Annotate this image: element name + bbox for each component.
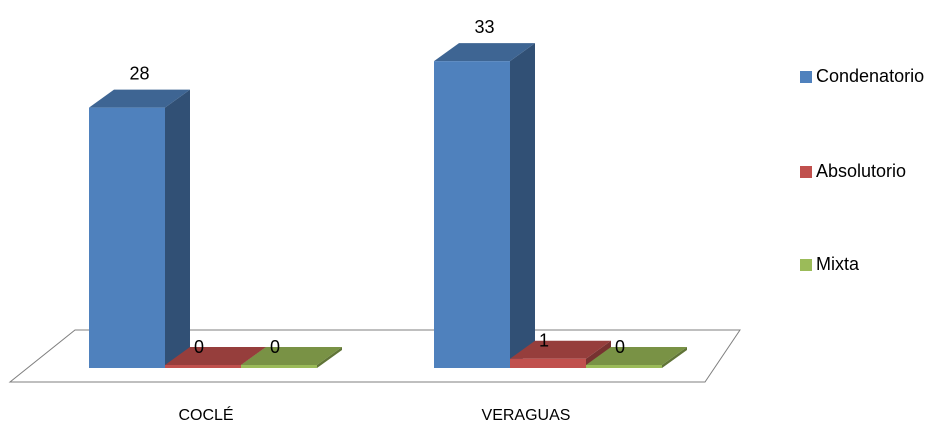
legend-label-mixta: Mixta <box>816 254 860 274</box>
bar-mixta-cocle <box>241 347 342 368</box>
legend-swatch-absolutorio <box>800 165 812 178</box>
bar-condenatorio-cocle <box>89 89 190 368</box>
data-label-condenatorio-veraguas: 33 <box>474 17 494 37</box>
x-axis-label-cocle: COCLÉ <box>178 405 233 423</box>
bar-top-face <box>165 347 266 365</box>
legend-label-absolutorio: Absolutorio <box>816 161 907 181</box>
data-label-absolutorio-veraguas: 1 <box>539 331 549 351</box>
legend-item-mixta: Mixta <box>800 254 859 275</box>
bar-front-face <box>510 358 586 368</box>
bar-front-face <box>165 365 241 368</box>
legend-item-condenatorio: Condenatorio <box>800 66 924 87</box>
data-label-mixta-veraguas: 0 <box>615 337 625 357</box>
bar-side-face <box>662 347 687 368</box>
bar-front-face <box>586 365 662 368</box>
data-label-condenatorio-cocle: 28 <box>129 64 149 84</box>
legend-item-absolutorio: Absolutorio <box>800 161 906 182</box>
bar-front-face <box>434 61 510 368</box>
legend-label-condenatorio: Condenatorio <box>816 66 925 86</box>
data-label-mixta-cocle: 0 <box>270 337 280 357</box>
bar-side-face <box>510 43 535 368</box>
bar-side-face <box>165 89 190 368</box>
x-axis-label-veraguas: VERAGUAS <box>482 407 571 423</box>
bar-condenatorio-veraguas <box>434 43 535 368</box>
legend-swatch-condenatorio <box>800 70 812 83</box>
x-axis-labels: COCLÉ VERAGUAS <box>178 405 570 423</box>
bar-top-face <box>89 89 190 108</box>
bar-top-face <box>434 43 535 62</box>
bar-top-face <box>241 347 342 365</box>
bar-front-face <box>89 107 165 368</box>
bar-mixta-veraguas <box>586 347 687 368</box>
bars-layer <box>89 43 687 368</box>
bar-top-face <box>586 347 687 365</box>
bar-top-face <box>510 340 611 359</box>
legend-swatch-mixta <box>800 258 812 271</box>
data-label-absolutorio-cocle: 0 <box>194 337 204 357</box>
bar-front-face <box>241 365 317 368</box>
data-labels-layer: 28 0 0 33 1 0 <box>129 17 625 357</box>
bar-side-face <box>317 347 342 368</box>
